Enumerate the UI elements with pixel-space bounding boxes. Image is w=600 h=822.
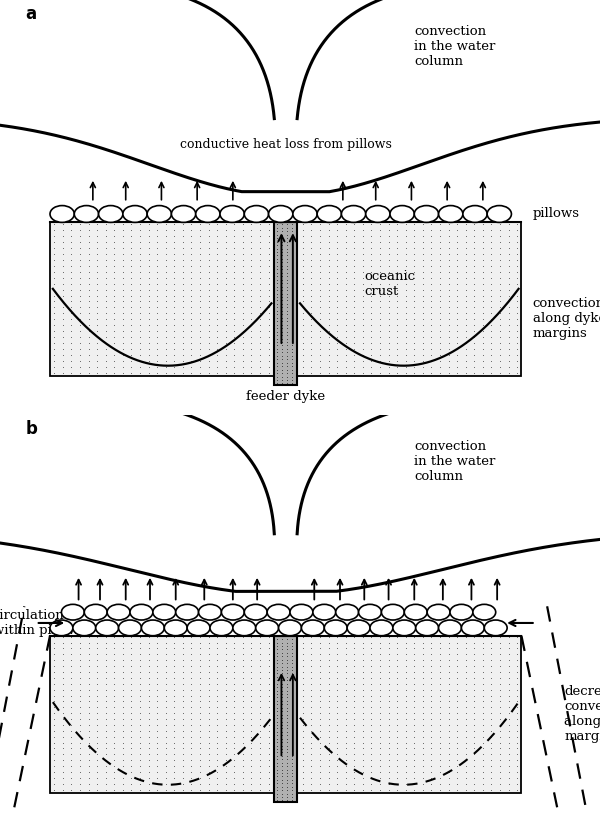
Text: b: b <box>26 420 38 438</box>
Circle shape <box>220 206 244 223</box>
Circle shape <box>196 206 220 223</box>
Circle shape <box>84 604 107 620</box>
Circle shape <box>199 604 221 620</box>
Circle shape <box>244 206 269 223</box>
Text: conductive heat loss from pillows: conductive heat loss from pillows <box>180 138 392 151</box>
Circle shape <box>107 604 130 620</box>
Text: feeder dyke: feeder dyke <box>246 390 325 404</box>
Text: circulation
within pillows: circulation within pillows <box>0 609 86 637</box>
Circle shape <box>370 620 393 635</box>
Circle shape <box>221 604 244 620</box>
Bar <box>274 223 297 386</box>
Circle shape <box>147 206 172 223</box>
Text: convection
along dyke
margins: convection along dyke margins <box>533 298 600 340</box>
Circle shape <box>487 206 511 223</box>
Circle shape <box>244 604 267 620</box>
Circle shape <box>256 620 278 635</box>
Text: pillows: pillows <box>533 207 580 220</box>
Circle shape <box>293 206 317 223</box>
Circle shape <box>142 620 164 635</box>
Circle shape <box>341 206 366 223</box>
Circle shape <box>176 604 199 620</box>
Circle shape <box>164 620 187 635</box>
Circle shape <box>267 604 290 620</box>
Circle shape <box>278 620 301 635</box>
Circle shape <box>98 206 123 223</box>
Circle shape <box>210 620 233 635</box>
Circle shape <box>382 604 404 620</box>
Circle shape <box>336 604 359 620</box>
Circle shape <box>119 620 142 635</box>
Circle shape <box>484 620 507 635</box>
Circle shape <box>74 206 98 223</box>
Text: oceanic
crust: oceanic crust <box>364 270 415 298</box>
Circle shape <box>393 620 416 635</box>
Text: decreased
convection
along dyke
margins: decreased convection along dyke margins <box>564 686 600 743</box>
Text: convection
in the water
column: convection in the water column <box>414 440 496 483</box>
Circle shape <box>313 604 336 620</box>
Circle shape <box>233 620 256 635</box>
Circle shape <box>50 206 74 223</box>
Circle shape <box>317 206 341 223</box>
Circle shape <box>473 604 496 620</box>
Circle shape <box>450 604 473 620</box>
Circle shape <box>130 604 153 620</box>
Circle shape <box>347 620 370 635</box>
Circle shape <box>172 206 196 223</box>
Circle shape <box>366 206 390 223</box>
Text: a: a <box>26 5 37 23</box>
Circle shape <box>414 206 439 223</box>
Circle shape <box>61 604 84 620</box>
Circle shape <box>50 620 73 635</box>
Bar <box>50 635 521 792</box>
Bar <box>50 223 521 376</box>
Circle shape <box>359 604 382 620</box>
Circle shape <box>439 206 463 223</box>
Circle shape <box>269 206 293 223</box>
Circle shape <box>390 206 414 223</box>
Circle shape <box>463 206 487 223</box>
Circle shape <box>324 620 347 635</box>
Circle shape <box>416 620 439 635</box>
Circle shape <box>73 620 96 635</box>
Circle shape <box>290 604 313 620</box>
Circle shape <box>187 620 210 635</box>
Circle shape <box>301 620 324 635</box>
Circle shape <box>96 620 119 635</box>
Text: convection
in the water
column: convection in the water column <box>414 25 496 67</box>
Circle shape <box>427 604 450 620</box>
Circle shape <box>461 620 484 635</box>
Circle shape <box>439 620 461 635</box>
Circle shape <box>404 604 427 620</box>
Circle shape <box>153 604 176 620</box>
Bar <box>274 635 297 802</box>
Circle shape <box>123 206 147 223</box>
